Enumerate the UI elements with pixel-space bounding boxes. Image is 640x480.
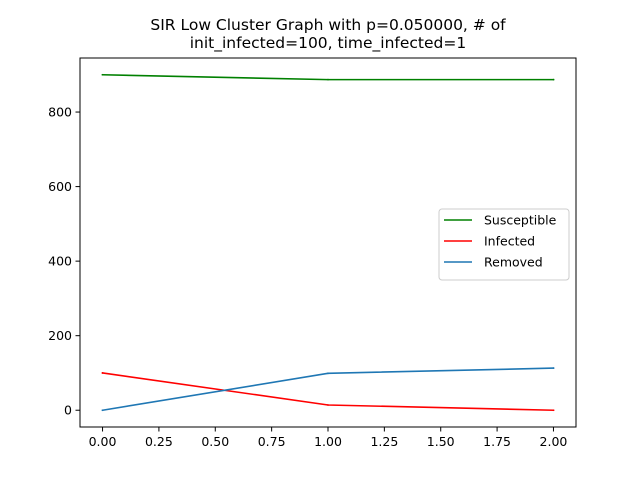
x-tick-label: 1.25 [370,434,398,449]
chart-title-line-2: init_infected=100, time_infected=1 [190,34,467,53]
legend: Susceptible Infected Removed [438,208,570,281]
data-point-infected-1 [327,404,329,406]
x-tick-label: 0.00 [89,434,117,449]
data-point-infected-0 [101,372,104,374]
x-tick-label: 1.50 [427,434,455,449]
data-point-infected-2 [552,409,555,412]
y-tick-label: 800 [48,105,72,120]
data-point-susceptible-0 [101,73,104,76]
y-tick-label: 200 [48,328,72,343]
data-point-susceptible-2 [552,78,555,81]
series-line-removed [101,367,555,412]
x-tick-label: 1.00 [314,434,342,449]
y-tick-label: 400 [48,254,72,269]
data-point-susceptible-1 [327,78,329,81]
x-tick-label: 0.75 [258,434,286,449]
y-tick-label: 600 [48,179,72,194]
plot-area [101,73,555,412]
y-tick-label: 0 [64,403,72,418]
data-point-removed-0 [101,409,104,412]
x-tick-label: 1.75 [483,434,511,449]
axis-ticks: 0.00 0.25 0.50 0.75 1.00 1.25 1.50 1.75 2.00 0 200… [48,105,567,449]
legend-label-susceptible: Susceptible [484,213,557,228]
chart-title-line-1: SIR Low Cluster Graph with p=0.050000, #… [150,16,506,34]
data-point-removed-2 [552,367,555,370]
legend-label-removed: Removed [484,255,543,270]
axes-frame [79,57,577,428]
x-tick-label: 2.00 [540,434,568,449]
data-point-removed-1 [327,372,329,375]
x-tick-label: 0.50 [201,434,229,449]
legend-label-infected: Infected [484,234,535,249]
x-tick-label: 0.25 [145,434,173,449]
